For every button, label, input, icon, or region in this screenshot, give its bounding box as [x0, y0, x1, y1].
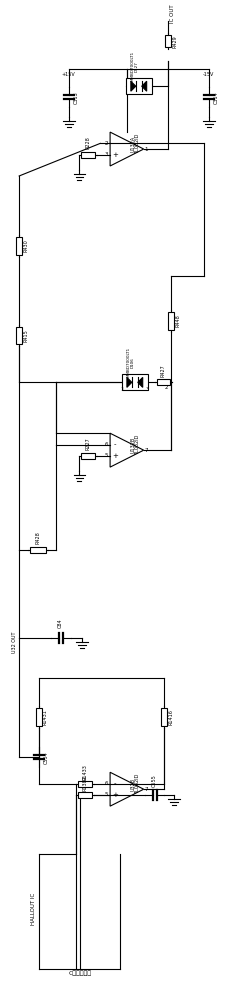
Text: 3: 3	[146, 387, 149, 392]
Polygon shape	[142, 81, 147, 91]
Text: R427: R427	[161, 364, 166, 377]
Text: TL082ID: TL082ID	[135, 774, 140, 794]
Text: 7: 7	[145, 787, 148, 792]
Polygon shape	[131, 81, 136, 91]
Text: R448: R448	[175, 314, 180, 327]
Text: R430: R430	[23, 239, 28, 252]
Bar	[36, 708, 42, 726]
Text: C314: C314	[214, 91, 219, 104]
Polygon shape	[127, 377, 132, 387]
Text: -: -	[114, 442, 116, 448]
Text: U132A: U132A	[131, 136, 136, 152]
Text: D106: D106	[131, 357, 135, 368]
Text: +: +	[112, 152, 118, 158]
Bar	[157, 379, 170, 385]
Text: 2: 2	[105, 141, 108, 146]
Text: 5: 5	[105, 453, 108, 458]
Text: R228: R228	[86, 136, 91, 149]
Text: U32B: U32B	[131, 778, 136, 791]
Text: 1: 1	[145, 147, 148, 152]
Text: D127: D127	[135, 61, 139, 72]
Text: R1431: R1431	[43, 709, 48, 725]
Text: C554: C554	[44, 751, 49, 764]
Polygon shape	[138, 377, 143, 387]
Bar	[30, 547, 46, 553]
Text: R429: R429	[172, 35, 177, 48]
Bar	[169, 312, 174, 330]
Text: C313: C313	[73, 91, 78, 104]
Text: 7: 7	[145, 448, 148, 453]
Text: U32 OUT: U32 OUT	[12, 632, 17, 653]
Text: -: -	[114, 781, 116, 787]
Bar	[122, 374, 148, 390]
Text: U132B: U132B	[131, 437, 136, 453]
Bar	[16, 327, 22, 344]
Text: -15V: -15V	[203, 72, 215, 77]
Bar	[161, 708, 167, 726]
Bar	[82, 152, 95, 158]
Text: 3: 3	[105, 152, 108, 157]
Bar	[82, 453, 95, 459]
Text: R415: R415	[23, 329, 28, 342]
Text: 5: 5	[105, 792, 108, 797]
Bar	[78, 781, 92, 787]
Text: R227: R227	[86, 437, 91, 450]
Text: 6: 6	[105, 442, 108, 447]
Text: C84: C84	[58, 619, 63, 628]
Text: +15V: +15V	[62, 72, 75, 77]
Bar	[16, 237, 22, 255]
Text: 1: 1	[120, 387, 124, 392]
Bar	[78, 792, 92, 798]
Text: 6: 6	[105, 781, 108, 786]
Text: C相电流采样: C相电流采样	[69, 971, 92, 976]
Text: +: +	[112, 792, 118, 798]
Text: TL082ID: TL082ID	[135, 435, 140, 455]
Text: HALLOUT IC: HALLOUT IC	[31, 893, 36, 925]
Text: TL082ID: TL082ID	[135, 134, 140, 154]
Text: R1416: R1416	[169, 709, 173, 725]
Text: 2: 2	[165, 385, 168, 390]
Text: +: +	[112, 453, 118, 459]
Bar	[126, 78, 152, 94]
Text: C555: C555	[152, 775, 157, 787]
Text: R428: R428	[36, 532, 41, 544]
Text: MMBD7000LT1: MMBD7000LT1	[127, 347, 131, 377]
Text: -: -	[114, 140, 116, 146]
Bar	[165, 35, 171, 47]
Text: MMBD7000LT1: MMBD7000LT1	[131, 51, 135, 81]
Text: R1382: R1382	[83, 775, 88, 791]
Text: R1433: R1433	[83, 764, 88, 780]
Text: IC OUT: IC OUT	[170, 4, 175, 23]
